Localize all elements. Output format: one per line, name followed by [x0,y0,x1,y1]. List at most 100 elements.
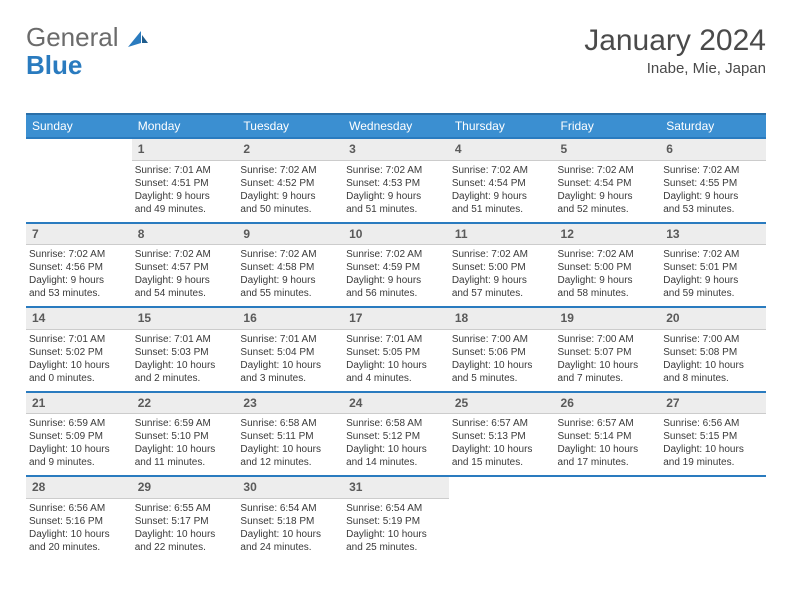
sunset-text: Sunset: 5:11 PM [240,430,340,443]
sunset-text: Sunset: 5:14 PM [558,430,658,443]
sunset-text: Sunset: 5:00 PM [452,261,552,274]
day-cell: Sunrise: 6:56 AMSunset: 5:15 PMDaylight:… [660,414,766,477]
sunrise-text: Sunrise: 6:57 AM [452,417,552,430]
sunrise-text: Sunrise: 7:02 AM [240,248,340,261]
logo-part2: Blue [26,50,82,80]
day-number: 17 [343,307,449,329]
day-cell: Sunrise: 6:59 AMSunset: 5:10 PMDaylight:… [132,414,238,477]
day-cell: Sunrise: 6:57 AMSunset: 5:14 PMDaylight:… [555,414,661,477]
daylight-text: and 12 minutes. [240,456,340,469]
daylight-text: and 57 minutes. [452,287,552,300]
sunrise-text: Sunrise: 7:02 AM [558,248,658,261]
daylight-text: Daylight: 10 hours [240,359,340,372]
sunrise-text: Sunrise: 7:00 AM [452,333,552,346]
day-cell: Sunrise: 7:02 AMSunset: 4:59 PMDaylight:… [343,245,449,308]
daylight-text: Daylight: 10 hours [135,528,235,541]
day-cell: Sunrise: 7:02 AMSunset: 4:58 PMDaylight:… [237,245,343,308]
sunset-text: Sunset: 5:10 PM [135,430,235,443]
daynum-row: 78910111213 [26,223,766,245]
day-number: 28 [26,476,132,498]
sunrise-text: Sunrise: 6:55 AM [135,502,235,515]
sunrise-text: Sunrise: 7:02 AM [29,248,129,261]
sunset-text: Sunset: 5:04 PM [240,346,340,359]
sunset-text: Sunset: 4:56 PM [29,261,129,274]
daylight-text: Daylight: 10 hours [558,359,658,372]
day-number: 12 [555,223,661,245]
daylight-text: Daylight: 9 hours [558,190,658,203]
day-number: 27 [660,392,766,414]
daylight-text: and 9 minutes. [29,456,129,469]
daylight-text: and 58 minutes. [558,287,658,300]
dayname: Sunday [26,114,132,138]
sunrise-text: Sunrise: 7:02 AM [135,248,235,261]
dayname: Monday [132,114,238,138]
daylight-text: and 2 minutes. [135,372,235,385]
sunrise-text: Sunrise: 7:02 AM [663,248,763,261]
day-number: 1 [132,138,238,160]
sunrise-text: Sunrise: 6:54 AM [240,502,340,515]
day-number: 20 [660,307,766,329]
sunset-text: Sunset: 5:03 PM [135,346,235,359]
day-cell: Sunrise: 6:58 AMSunset: 5:12 PMDaylight:… [343,414,449,477]
daylight-text: and 50 minutes. [240,203,340,216]
daylight-text: and 0 minutes. [29,372,129,385]
day-cell: Sunrise: 6:58 AMSunset: 5:11 PMDaylight:… [237,414,343,477]
sunset-text: Sunset: 5:12 PM [346,430,446,443]
daylight-text: Daylight: 10 hours [29,528,129,541]
dayname: Friday [555,114,661,138]
day-cell: Sunrise: 7:01 AMSunset: 5:03 PMDaylight:… [132,329,238,392]
location: Inabe, Mie, Japan [584,60,766,77]
day-number: 6 [660,138,766,160]
daylight-text: Daylight: 9 hours [663,190,763,203]
daylight-text: Daylight: 9 hours [240,190,340,203]
sunset-text: Sunset: 5:17 PM [135,515,235,528]
sunrise-text: Sunrise: 7:02 AM [346,164,446,177]
day-number: 23 [237,392,343,414]
sunset-text: Sunset: 4:57 PM [135,261,235,274]
daylight-text: and 8 minutes. [663,372,763,385]
day-cell: Sunrise: 7:02 AMSunset: 4:54 PMDaylight:… [555,160,661,223]
info-row: Sunrise: 7:01 AMSunset: 5:02 PMDaylight:… [26,329,766,392]
sunrise-text: Sunrise: 7:01 AM [135,333,235,346]
daylight-text: Daylight: 9 hours [346,190,446,203]
sunset-text: Sunset: 5:19 PM [346,515,446,528]
daylight-text: Daylight: 10 hours [663,443,763,456]
info-row: Sunrise: 6:59 AMSunset: 5:09 PMDaylight:… [26,414,766,477]
logo-line2: Blue [26,50,82,81]
day-number: 8 [132,223,238,245]
daylight-text: Daylight: 10 hours [135,443,235,456]
day-cell: Sunrise: 7:01 AMSunset: 5:05 PMDaylight:… [343,329,449,392]
day-cell: Sunrise: 7:01 AMSunset: 5:04 PMDaylight:… [237,329,343,392]
day-number: 16 [237,307,343,329]
day-number: 7 [26,223,132,245]
info-row: Sunrise: 7:01 AMSunset: 4:51 PMDaylight:… [26,160,766,223]
info-row: Sunrise: 6:56 AMSunset: 5:16 PMDaylight:… [26,498,766,560]
daynum-row: 28293031 [26,476,766,498]
daynum-row: 14151617181920 [26,307,766,329]
daylight-text: Daylight: 9 hours [135,190,235,203]
logo: General [26,24,148,50]
daylight-text: and 56 minutes. [346,287,446,300]
daylight-text: Daylight: 10 hours [452,359,552,372]
day-cell: Sunrise: 7:02 AMSunset: 4:54 PMDaylight:… [449,160,555,223]
day-number: 26 [555,392,661,414]
day-cell: Sunrise: 6:57 AMSunset: 5:13 PMDaylight:… [449,414,555,477]
day-cell: Sunrise: 7:02 AMSunset: 4:53 PMDaylight:… [343,160,449,223]
sunrise-text: Sunrise: 7:02 AM [558,164,658,177]
daylight-text: Daylight: 10 hours [29,443,129,456]
logo-part1: General [26,22,119,52]
daylight-text: and 59 minutes. [663,287,763,300]
day-number: 25 [449,392,555,414]
daylight-text: Daylight: 10 hours [240,443,340,456]
daylight-text: Daylight: 9 hours [452,274,552,287]
sunrise-text: Sunrise: 7:02 AM [663,164,763,177]
daylight-text: Daylight: 9 hours [558,274,658,287]
day-cell: Sunrise: 7:02 AMSunset: 4:56 PMDaylight:… [26,245,132,308]
daylight-text: and 22 minutes. [135,541,235,554]
sunset-text: Sunset: 4:51 PM [135,177,235,190]
sunset-text: Sunset: 4:59 PM [346,261,446,274]
sunset-text: Sunset: 4:53 PM [346,177,446,190]
day-number: 29 [132,476,238,498]
daylight-text: Daylight: 9 hours [29,274,129,287]
day-cell: Sunrise: 7:02 AMSunset: 4:57 PMDaylight:… [132,245,238,308]
